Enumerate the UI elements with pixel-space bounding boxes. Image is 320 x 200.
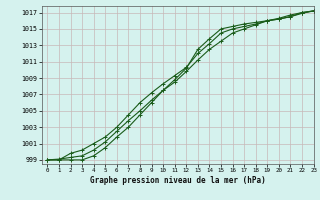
- X-axis label: Graphe pression niveau de la mer (hPa): Graphe pression niveau de la mer (hPa): [90, 176, 266, 185]
